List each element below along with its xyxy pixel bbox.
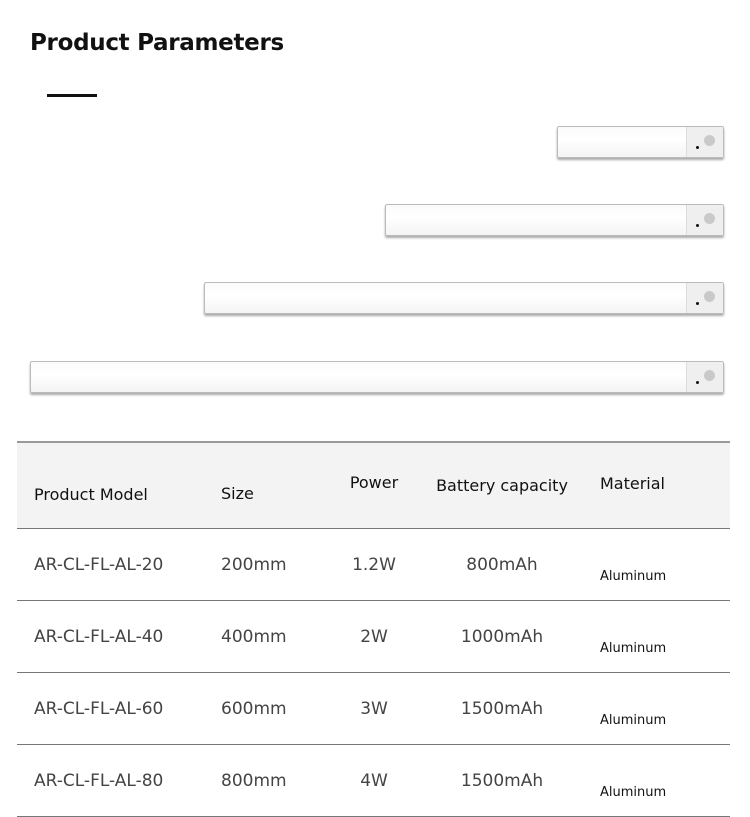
header-battery: Battery capacity [416, 441, 588, 529]
cell-material: Aluminum [588, 672, 730, 745]
cell-battery: 1500mAh [416, 744, 588, 817]
table-header-row: Product Model Size Power Battery capacit… [17, 441, 730, 529]
table-row: AR-CL-FL-AL-60 600mm 3W 1500mAh Aluminum [17, 672, 730, 745]
light-bar-200mm [557, 126, 724, 158]
cell-power: 3W [332, 672, 416, 745]
light-bar-400mm [385, 204, 724, 236]
cell-size: 800mm [220, 744, 332, 817]
cell-material: Aluminum [588, 528, 730, 601]
parameters-table: Product Model Size Power Battery capacit… [17, 441, 730, 817]
sensor-icon [704, 135, 715, 146]
sensor-icon [704, 291, 715, 302]
cell-size: 400mm [220, 600, 332, 673]
cell-battery: 1500mAh [416, 672, 588, 745]
cell-model: AR-CL-FL-AL-60 [17, 672, 220, 745]
cell-material: Aluminum [588, 744, 730, 817]
sensor-icon [704, 370, 715, 381]
table-row: AR-CL-FL-AL-80 800mm 4W 1500mAh Aluminum [17, 744, 730, 817]
header-size: Size [220, 441, 332, 529]
header-power: Power [332, 441, 416, 529]
table-row: AR-CL-FL-AL-20 200mm 1.2W 800mAh Aluminum [17, 528, 730, 601]
header-material: Material [588, 441, 730, 529]
header-model: Product Model [17, 441, 220, 529]
page-title: Product Parameters [30, 30, 284, 56]
cell-size: 200mm [220, 528, 332, 601]
cell-model: AR-CL-FL-AL-40 [17, 600, 220, 673]
light-bar-600mm [204, 282, 724, 314]
cell-battery: 800mAh [416, 528, 588, 601]
cell-battery: 1000mAh [416, 600, 588, 673]
table-row: AR-CL-FL-AL-40 400mm 2W 1000mAh Aluminum [17, 600, 730, 673]
cell-material: Aluminum [588, 600, 730, 673]
light-bar-800mm [30, 361, 724, 393]
cell-size: 600mm [220, 672, 332, 745]
cell-model: AR-CL-FL-AL-20 [17, 528, 220, 601]
title-underline [47, 94, 97, 97]
cell-power: 2W [332, 600, 416, 673]
sensor-icon [704, 213, 715, 224]
cell-model: AR-CL-FL-AL-80 [17, 744, 220, 817]
cell-power: 4W [332, 744, 416, 817]
cell-power: 1.2W [332, 528, 416, 601]
